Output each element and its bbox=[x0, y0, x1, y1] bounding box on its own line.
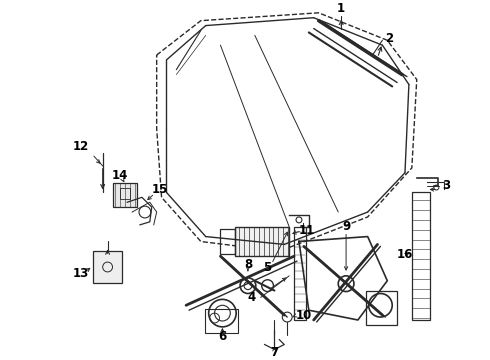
Text: 12: 12 bbox=[73, 140, 89, 153]
Text: 2: 2 bbox=[385, 32, 393, 45]
Text: 1: 1 bbox=[337, 3, 345, 15]
Text: 8: 8 bbox=[244, 257, 252, 271]
Text: 15: 15 bbox=[151, 183, 168, 196]
Polygon shape bbox=[93, 251, 122, 283]
Text: 11: 11 bbox=[299, 224, 315, 237]
Text: 7: 7 bbox=[270, 346, 278, 359]
Text: 13: 13 bbox=[73, 267, 89, 280]
Text: 10: 10 bbox=[296, 309, 312, 321]
Text: 3: 3 bbox=[442, 179, 450, 192]
Polygon shape bbox=[113, 183, 137, 207]
Text: 6: 6 bbox=[219, 330, 226, 343]
Text: 5: 5 bbox=[264, 261, 271, 274]
Polygon shape bbox=[235, 227, 289, 256]
Text: 4: 4 bbox=[248, 291, 256, 304]
Text: 16: 16 bbox=[397, 248, 413, 261]
Text: 9: 9 bbox=[342, 220, 350, 233]
Text: 14: 14 bbox=[112, 169, 128, 182]
